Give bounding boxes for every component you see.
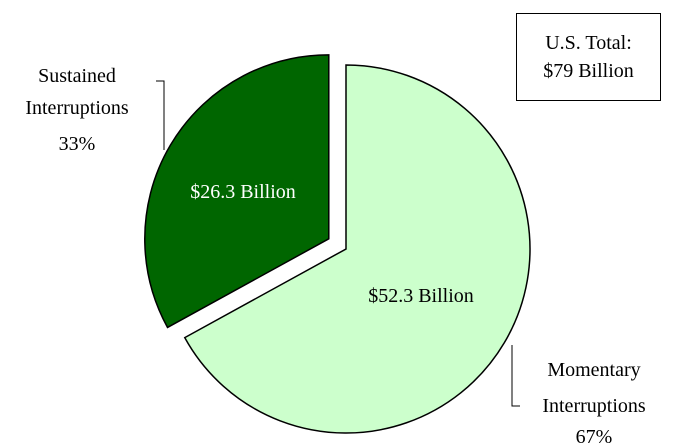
leader-line-sustained <box>156 80 165 150</box>
slice-category-label-sustained-line2: Interruptions <box>25 97 129 119</box>
slice-value-label-momentary: $52.3 Billion <box>368 285 474 307</box>
total-label: U.S. Total: <box>545 32 632 54</box>
slice-category-label-sustained-line1: Sustained <box>38 65 116 87</box>
slice-category-label-momentary-line1: Momentary <box>547 359 640 381</box>
slice-value-label-sustained: $26.3 Billion <box>190 181 296 203</box>
total-value: $79 Billion <box>543 60 634 82</box>
slice-category-label-momentary-line2: Interruptions <box>542 395 646 417</box>
total-box: U.S. Total: $79 Billion <box>516 13 661 101</box>
pie-slice-sustained <box>144 54 330 329</box>
slice-percent-label-momentary: 67% <box>576 426 613 448</box>
leader-line-momentary <box>511 345 520 407</box>
pie-slice-momentary <box>183 64 531 434</box>
slice-percent-label-sustained: 33% <box>59 133 96 155</box>
